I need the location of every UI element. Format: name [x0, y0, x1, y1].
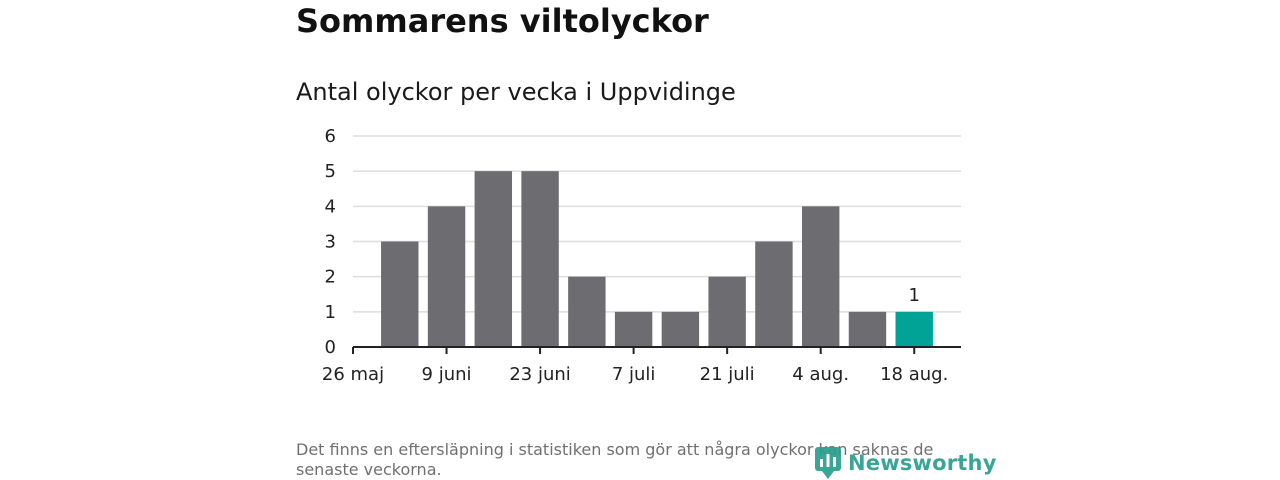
y-tick-labels: 0 1 2 3 4 5 6: [325, 126, 336, 358]
bar: [848, 311, 887, 347]
chart-subtitle: Antal olyckor per vecka i Uppvidinge: [296, 78, 736, 106]
x-axis: [352, 346, 961, 354]
data-labels: 1: [909, 285, 920, 306]
x-tick-label: 7 juli: [612, 364, 656, 385]
brand-name: Newsworthy: [848, 451, 997, 475]
y-tick-label: 4: [325, 196, 336, 217]
bar: [568, 276, 606, 347]
x-tick-label: 18 aug.: [880, 364, 948, 385]
y-tick-label: 5: [325, 161, 336, 182]
bar: [521, 171, 559, 347]
x-tick-label: 23 juni: [509, 364, 570, 385]
bar: [895, 311, 933, 347]
bars: [381, 171, 933, 347]
x-tick-label: 4 aug.: [792, 364, 849, 385]
bar: [474, 171, 513, 347]
x-tick-label: 21 juli: [700, 364, 755, 385]
bar: [708, 276, 746, 347]
chart-title: Sommarens viltolyckor: [296, 2, 709, 40]
bar: [661, 311, 700, 347]
x-tick-label: 9 juni: [422, 364, 472, 385]
footnote: Det finns en eftersläpning i statistiken…: [296, 440, 934, 479]
y-tick-label: 0: [325, 337, 336, 358]
y-tick-label: 3: [325, 232, 336, 253]
data-label: 1: [909, 285, 920, 306]
bar: [381, 241, 419, 347]
bar: [427, 206, 466, 347]
bar: [801, 206, 840, 347]
bar-chart: 0 1 2 3 4 5 6 26 maj 9 juni 23 juni 7 juli 21 juli…: [322, 126, 961, 385]
y-tick-label: 6: [325, 126, 336, 147]
x-tick-labels: 26 maj 9 juni 23 juni 7 juli 21 juli 4 aug. 18…: [322, 364, 948, 385]
bar: [614, 311, 653, 347]
x-tick-label: 26 maj: [322, 364, 384, 385]
y-tick-label: 2: [325, 267, 336, 288]
newsworthy-logo[interactable]: Newsworthy: [814, 446, 997, 480]
y-tick-label: 1: [325, 302, 336, 323]
newsworthy-logo-icon: [815, 447, 841, 479]
bar: [755, 241, 793, 347]
